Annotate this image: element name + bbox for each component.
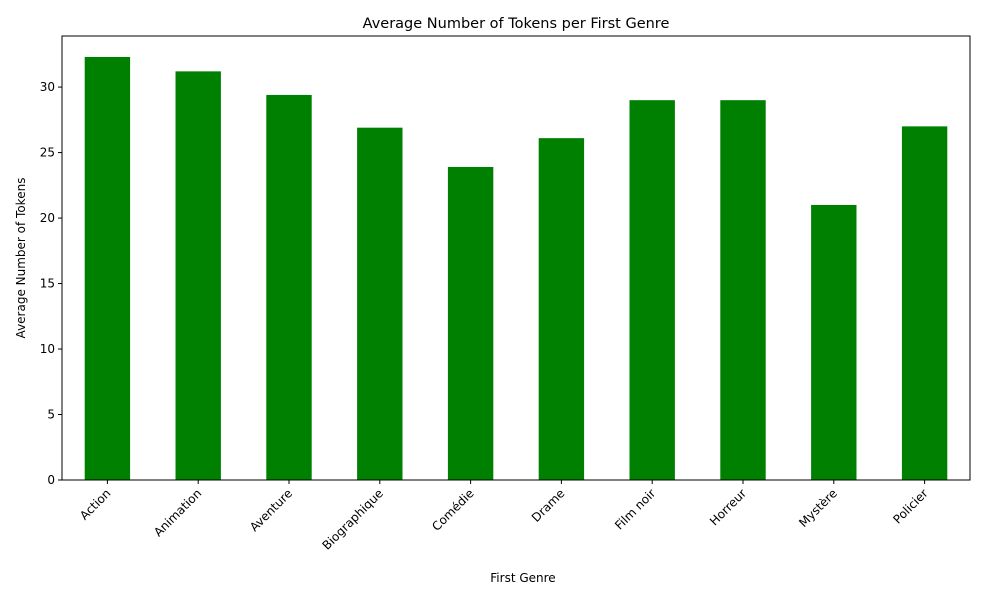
y-axis-title: Average Number of Tokens (14, 178, 28, 339)
axes-frame (61, 35, 971, 481)
x-tick-label: Policier (890, 486, 930, 526)
bar-animation (175, 71, 221, 481)
y-tick-label: 20 (40, 211, 55, 225)
x-tick-label: Film noir (612, 486, 658, 532)
bar-drame (538, 138, 585, 480)
bar-horreur (720, 100, 766, 481)
x-tick-label: Aventure (247, 486, 295, 534)
x-axis-title: First Genre (490, 571, 555, 585)
bar-policier (901, 126, 948, 481)
bar-biographique (357, 127, 403, 481)
y-axis: 0 5 10 15 20 25 30 (40, 80, 62, 487)
x-tick-label: Drame (529, 486, 568, 525)
x-tick-label: Biographique (319, 486, 385, 552)
y-tick-label: 15 (40, 277, 55, 291)
bar-aventure (266, 94, 312, 480)
x-tick-label: Mystère (796, 486, 840, 530)
x-tick-label: Action (77, 486, 113, 522)
bar-film-noir (629, 100, 675, 481)
y-tick-label: 5 (47, 408, 55, 422)
y-tick-label: 10 (40, 342, 55, 356)
y-tick-label: 30 (40, 80, 55, 94)
y-tick-label: 25 (40, 146, 55, 160)
x-tick-label: Comédie (429, 486, 476, 533)
y-tick-label: 0 (47, 473, 55, 487)
bar-com-die (447, 166, 494, 480)
bar-myst-re (811, 204, 857, 480)
bar-action (84, 56, 131, 481)
x-tick-label: Horreur (707, 486, 749, 528)
x-tick-label: Animation (151, 486, 204, 539)
plot-area (84, 56, 948, 481)
x-axis: Action Animation Aventure Biographique Coméd… (77, 480, 931, 553)
chart-title: Average Number of Tokens per First Genre (363, 16, 670, 32)
